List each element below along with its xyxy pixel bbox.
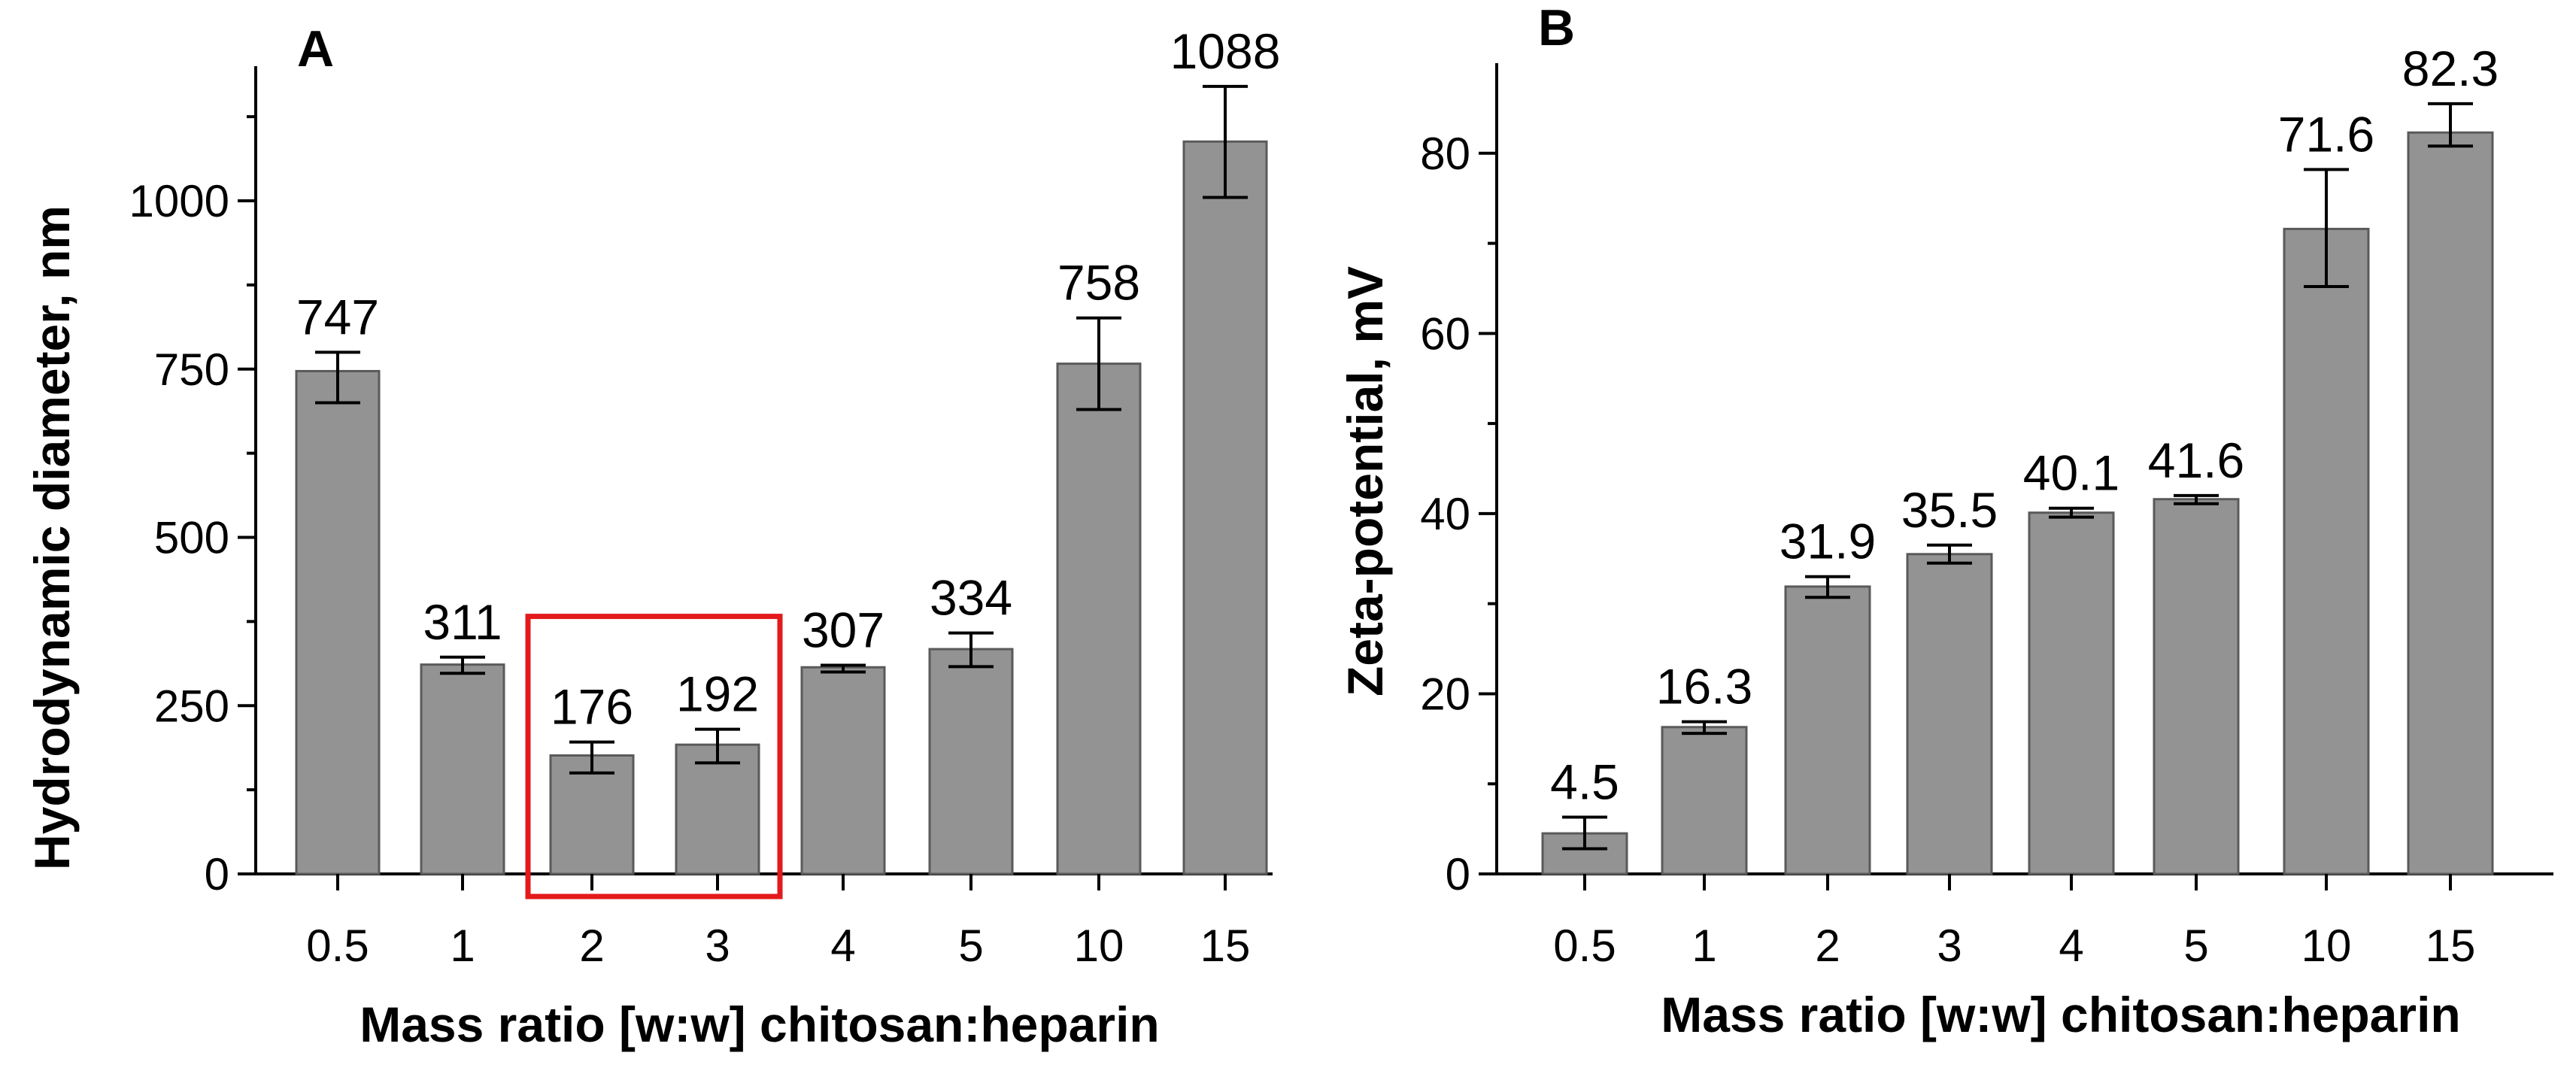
chart-panel-b: B Zeta-potential, mV Mass ratio [w:w] ch… — [1337, 0, 2553, 1042]
x-tick-label-a: 0.5 — [306, 921, 369, 971]
y-tick-label-a: 750 — [154, 344, 229, 395]
x-tick-label-b: 1 — [1692, 921, 1716, 971]
y-tick-label-b: 20 — [1420, 669, 1470, 719]
data-label-a: 311 — [423, 594, 502, 650]
data-label-b: 40.1 — [2023, 445, 2119, 501]
bar-b — [1784, 585, 1871, 875]
bar-a — [675, 743, 760, 875]
y-tick-label-b: 80 — [1420, 129, 1470, 179]
error-bar-b — [1805, 575, 1850, 599]
error-bar-a — [440, 655, 485, 675]
data-label-a: 747 — [296, 289, 379, 344]
bar-a — [928, 648, 1014, 875]
error-bar-a — [315, 350, 360, 405]
bar-b — [1906, 553, 1993, 875]
bar-b — [2407, 131, 2494, 875]
y-tick-label-a: 250 — [154, 681, 229, 731]
x-axis-label-a: Mass ratio [w:w] chitosan:heparin — [360, 997, 1159, 1052]
error-bar-b — [2049, 506, 2094, 519]
bar-b — [1661, 726, 1748, 875]
x-tick-label-a: 5 — [958, 921, 983, 971]
x-tick-label-b: 0.5 — [1553, 921, 1616, 971]
data-label-b: 35.5 — [1901, 482, 1998, 538]
data-label-a: 176 — [551, 679, 633, 735]
error-bar-a — [695, 727, 740, 765]
bar-a — [1182, 140, 1268, 875]
data-label-b: 4.5 — [1550, 754, 1619, 810]
error-bar-a — [569, 740, 614, 775]
y-tick-label-b: 60 — [1420, 308, 1470, 359]
error-bar-b — [1682, 720, 1727, 736]
x-tick-label-a: 1 — [450, 921, 475, 971]
y-tick-label-b: 40 — [1420, 489, 1470, 539]
x-tick-label-a: 3 — [705, 921, 730, 971]
panel-letter-a: A — [297, 20, 334, 77]
chart-panel-a: A Hydrodynamic diameter, nm Mass ratio [… — [24, 20, 1280, 1052]
y-tick-label-a: 1000 — [129, 176, 229, 226]
bar-b — [2153, 498, 2240, 875]
x-tick-label-a: 10 — [1074, 921, 1124, 971]
data-label-b: 31.9 — [1780, 514, 1876, 569]
data-label-b: 16.3 — [1656, 659, 1752, 714]
error-bar-a — [821, 663, 866, 674]
data-label-b: 82.3 — [2402, 41, 2499, 96]
y-tick-label-a: 500 — [154, 513, 229, 563]
plot-area-b: 0 20 40 60 80 4.5 0.5 16.3 1 31.9 2 35.5 3 40.1 4 41.6 5… — [1420, 41, 2553, 971]
panel-letter-b: B — [1538, 0, 1575, 56]
bar-a — [420, 663, 505, 875]
plot-area-a: 0 250 500 750 1000 747 0.5 311 1 176 2 192 3 307 4 334 5… — [129, 23, 1281, 971]
y-tick-label-b: 0 — [1446, 849, 1470, 899]
data-label-b: 71.6 — [2278, 106, 2374, 162]
highlight-box — [525, 614, 783, 899]
y-axis-label-a: Hydrodynamic diameter, nm — [24, 205, 80, 870]
x-tick-label-b: 15 — [2426, 921, 2476, 971]
data-label-b: 41.6 — [2148, 432, 2244, 488]
x-tick-label-b: 10 — [2301, 921, 2352, 971]
x-tick-label-b: 3 — [1937, 921, 1962, 971]
data-label-a: 334 — [930, 570, 1012, 626]
data-label-a: 1088 — [1170, 23, 1281, 79]
y-axis-label-b: Zeta-potential, mV — [1337, 266, 1393, 696]
error-bar-b — [1562, 815, 1607, 851]
error-bar-b — [2304, 168, 2349, 289]
error-bar-b — [2428, 102, 2473, 148]
bar-a — [1056, 363, 1142, 875]
bar-b — [2283, 227, 2370, 875]
x-tick-label-a: 15 — [1200, 921, 1251, 971]
x-tick-label-b: 4 — [2059, 921, 2083, 971]
data-label-a: 758 — [1057, 255, 1140, 311]
error-bar-a — [948, 631, 994, 669]
error-bar-b — [2174, 493, 2219, 505]
error-bar-b — [1927, 543, 1972, 565]
data-label-a: 307 — [802, 602, 884, 658]
x-tick-label-a: 2 — [579, 921, 604, 971]
x-tick-label-b: 2 — [1815, 921, 1840, 971]
x-tick-label-b: 5 — [2183, 921, 2208, 971]
bar-a — [800, 666, 886, 875]
bar-a — [549, 754, 635, 875]
error-bar-a — [1076, 316, 1121, 411]
bar-a — [295, 369, 381, 875]
error-bar-a — [1203, 84, 1248, 199]
x-axis-label-b: Mass ratio [w:w] chitosan:heparin — [1661, 987, 2460, 1042]
bar-b — [2028, 511, 2115, 875]
x-tick-label-a: 4 — [830, 921, 855, 971]
data-label-a: 192 — [676, 666, 759, 722]
y-tick-label-a: 0 — [205, 849, 229, 899]
